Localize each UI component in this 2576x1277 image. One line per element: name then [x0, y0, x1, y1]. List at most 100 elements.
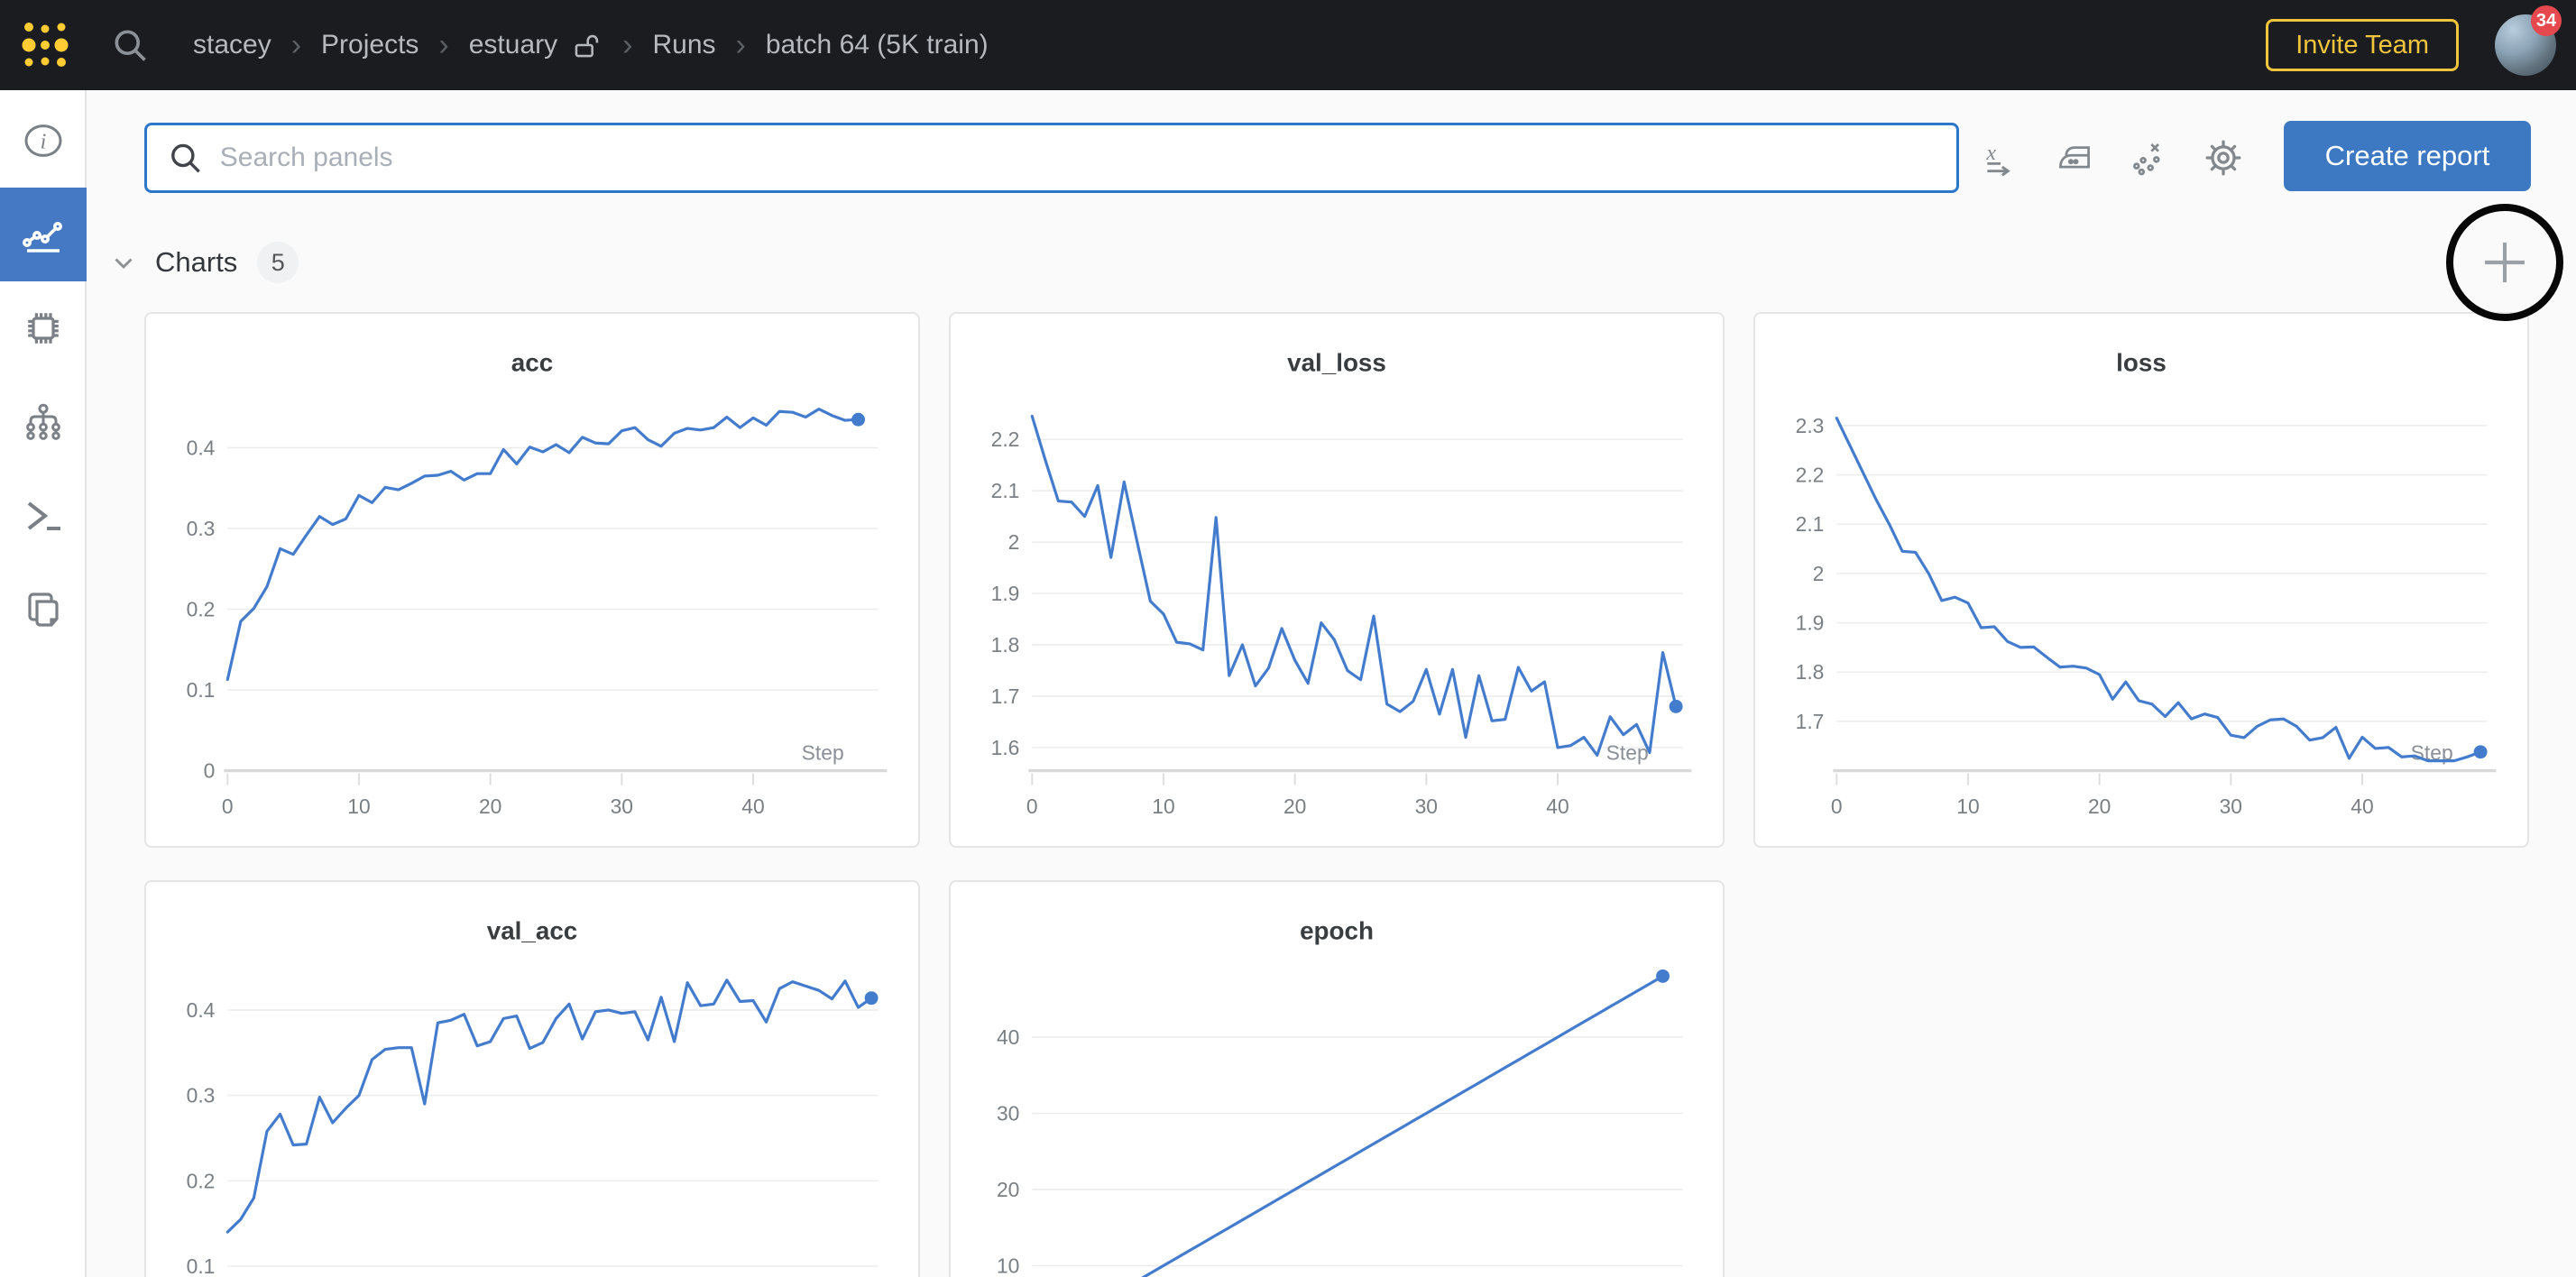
files-icon — [28, 593, 59, 627]
smoothing-iron-button[interactable] — [2055, 138, 2094, 178]
outlier-sampling-button[interactable] — [2129, 138, 2168, 178]
global-search-button[interactable] — [110, 25, 150, 65]
svg-text:1.6: 1.6 — [991, 736, 1020, 759]
breadcrumb-user[interactable]: stacey — [193, 30, 271, 60]
svg-text:30: 30 — [2220, 795, 2242, 818]
svg-text:0.3: 0.3 — [187, 517, 216, 540]
breadcrumb-run-name[interactable]: batch 64 (5K train) — [765, 30, 989, 60]
svg-text:1.9: 1.9 — [991, 582, 1020, 605]
breadcrumb-separator: › — [290, 28, 302, 62]
svg-text:10: 10 — [1956, 795, 1979, 818]
svg-text:40: 40 — [741, 795, 764, 818]
chart-panel-val_loss[interactable]: val_loss 1.6 1.7 1.8 1.9 2 2.1 2.2 0 10 20 30 40 Step — [949, 312, 1725, 848]
svg-text:0.2: 0.2 — [187, 598, 216, 621]
svg-text:2.3: 2.3 — [1796, 414, 1825, 437]
workspace-settings-button[interactable] — [2203, 137, 2244, 179]
svg-text:acc: acc — [511, 349, 553, 377]
svg-text:val_loss: val_loss — [1287, 349, 1386, 377]
sidebar-item-logs[interactable] — [0, 469, 87, 563]
breadcrumb-separator: › — [438, 28, 449, 62]
charts-section-title: Charts — [155, 246, 238, 278]
svg-text:0.4: 0.4 — [187, 436, 216, 459]
sidebar-item-files[interactable] — [0, 563, 87, 657]
info-icon: i — [24, 124, 62, 157]
svg-text:20: 20 — [1283, 795, 1306, 818]
model-graph-icon — [26, 403, 60, 440]
svg-text:20: 20 — [997, 1178, 1019, 1201]
svg-text:2.2: 2.2 — [1796, 464, 1825, 487]
chart-panel-acc[interactable]: acc 0 0.1 0.2 0.3 0.4 0 10 20 30 40 Step — [144, 312, 920, 848]
sidebar-item-charts[interactable] — [0, 188, 87, 281]
svg-text:40: 40 — [1546, 795, 1569, 818]
svg-text:30: 30 — [611, 795, 633, 818]
svg-text:40: 40 — [997, 1025, 1019, 1049]
svg-text:loss: loss — [2116, 349, 2167, 377]
line-chart-icon — [22, 222, 62, 253]
svg-text:2.1: 2.1 — [1796, 512, 1825, 536]
svg-text:0: 0 — [204, 759, 216, 783]
svg-text:1.9: 1.9 — [1796, 611, 1825, 635]
svg-text:0.3: 0.3 — [187, 1084, 216, 1107]
chart-panel-loss[interactable]: loss 1.7 1.8 1.9 2 2.1 2.2 2.3 0 10 20 30 40 Step — [1753, 312, 2529, 848]
navbar-right: Invite Team 34 — [2266, 5, 2562, 76]
chevron-down-icon — [115, 258, 133, 269]
svg-text:0: 0 — [1831, 795, 1843, 818]
search-icon — [115, 30, 146, 61]
charts-grid: acc 0 0.1 0.2 0.3 0.4 0 10 20 30 40 Step val_loss 1.6… — [144, 312, 2529, 1277]
chart-acc: acc 0 0.1 0.2 0.3 0.4 0 10 20 30 40 Step — [187, 349, 888, 818]
breadcrumb-project[interactable]: estuary — [468, 30, 558, 60]
user-menu[interactable]: 34 — [2495, 5, 2562, 76]
breadcrumb-separator: › — [735, 28, 746, 62]
chart-epoch: epoch10203040010203040Step — [997, 917, 1683, 1277]
top-navbar: stacey › Projects › estuary › Runs › bat… — [0, 0, 2576, 90]
wandb-logo-dots-icon — [22, 23, 69, 67]
gear-icon — [2205, 140, 2241, 176]
x-axis-settings-button[interactable]: x — [1981, 138, 2020, 178]
sidebar-item-overview[interactable]: i — [0, 94, 87, 188]
notification-badge: 34 — [2531, 5, 2562, 36]
search-panels-input[interactable] — [219, 142, 1937, 173]
chart-panel-epoch[interactable]: epoch10203040010203040Step — [949, 880, 1725, 1277]
svg-text:10: 10 — [347, 795, 370, 818]
svg-text:2: 2 — [1008, 530, 1020, 554]
wandb-logo[interactable] — [0, 0, 90, 90]
breadcrumb-runs[interactable]: Runs — [652, 30, 716, 60]
terminal-icon — [27, 501, 60, 530]
svg-text:1.8: 1.8 — [1796, 660, 1825, 684]
svg-text:0.1: 0.1 — [187, 678, 216, 702]
collapse-section-button[interactable] — [108, 247, 139, 278]
add-panel-button[interactable] — [2446, 204, 2563, 321]
panel-settings-toolbar: x — [1981, 123, 2244, 193]
open-lock-icon — [572, 30, 603, 60]
plus-icon — [2485, 243, 2525, 282]
svg-text:1.8: 1.8 — [991, 633, 1020, 657]
cpu-chip-icon — [28, 313, 59, 344]
sidebar-item-model[interactable] — [0, 375, 87, 469]
svg-text:1.7: 1.7 — [1796, 710, 1825, 733]
create-report-button[interactable]: Create report — [2284, 121, 2531, 191]
svg-text:0.2: 0.2 — [187, 1169, 216, 1192]
svg-text:0.4: 0.4 — [187, 998, 216, 1022]
svg-text:i: i — [41, 130, 47, 153]
sidebar-item-system[interactable] — [0, 281, 87, 375]
chart-val_loss: val_loss 1.6 1.7 1.8 1.9 2 2.1 2.2 0 10 20 30 40 Step — [991, 349, 1692, 818]
charts-section-header: Charts 5 — [108, 242, 299, 283]
charts-count-badge: 5 — [257, 242, 299, 283]
svg-text:val_acc: val_acc — [487, 917, 577, 945]
invite-team-button[interactable]: Invite Team — [2266, 19, 2459, 71]
svg-text:0: 0 — [222, 795, 234, 818]
svg-text:Step: Step — [802, 741, 844, 765]
svg-text:20: 20 — [2088, 795, 2111, 818]
search-icon — [171, 143, 200, 173]
svg-text:2.2: 2.2 — [991, 427, 1020, 451]
svg-text:30: 30 — [1415, 795, 1438, 818]
svg-text:0: 0 — [1026, 795, 1038, 818]
breadcrumb-separator: › — [622, 28, 633, 62]
breadcrumb-projects[interactable]: Projects — [321, 30, 419, 60]
svg-text:x: x — [1985, 142, 1996, 165]
svg-text:2.1: 2.1 — [991, 479, 1020, 502]
